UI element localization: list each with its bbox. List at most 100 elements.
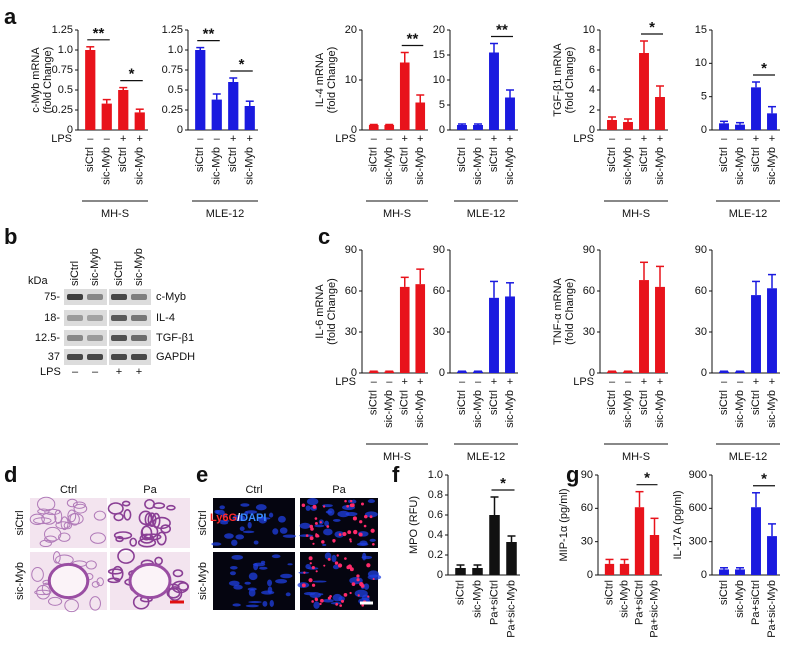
x-tick-label: siCtrl xyxy=(194,147,206,172)
x-tick-label: siCtrl xyxy=(718,580,730,605)
dapi-signal xyxy=(269,599,274,607)
tissue-alveolus xyxy=(55,521,71,530)
lps-mark: – xyxy=(721,133,728,145)
ly6g-signal xyxy=(314,597,319,602)
tissue-alveolus xyxy=(107,577,121,584)
y-tick-label: 90 xyxy=(695,244,707,256)
y-tick-label: 90 xyxy=(581,469,593,481)
y-tick-label: 10 xyxy=(345,74,357,86)
lps-mark: + xyxy=(491,133,497,145)
micrograph xyxy=(300,498,378,548)
lps-mark: + xyxy=(753,376,759,388)
stain-dapi: DAPI xyxy=(240,512,266,524)
significance-label: * xyxy=(761,60,767,77)
bar xyxy=(506,542,517,575)
lps-mark: – xyxy=(197,133,204,145)
blot-lps-mark: – xyxy=(92,366,99,378)
dapi-signal xyxy=(231,539,238,546)
lps-mark: – xyxy=(625,376,632,388)
dapi-signal xyxy=(240,503,250,507)
image-column-label: Ctrl xyxy=(245,484,262,496)
tissue-alveolus xyxy=(123,508,132,521)
x-tick-label: Pa+siCtrl xyxy=(633,580,645,625)
dapi-signal xyxy=(253,540,259,545)
bar xyxy=(489,52,499,130)
tissue-airway xyxy=(47,562,90,600)
tissue-alveolus xyxy=(85,560,97,570)
blot-lps-mark: + xyxy=(136,366,142,378)
ly6g-signal xyxy=(343,593,348,597)
bar xyxy=(134,112,145,130)
tissue-alveolus xyxy=(41,512,57,525)
tissue-alveolus xyxy=(172,569,184,578)
bar xyxy=(101,103,112,130)
dapi-signal xyxy=(325,510,333,514)
tissue-alveolus xyxy=(89,532,106,544)
significance-label: * xyxy=(239,56,245,73)
blot-lane-label: siCtrl xyxy=(69,261,81,286)
x-tick-label: sic-Myb xyxy=(414,147,426,185)
image-row-label: sic-Myb xyxy=(14,562,26,600)
lps-mark: – xyxy=(737,133,744,145)
dapi-signal xyxy=(285,592,291,597)
blot-strip xyxy=(109,310,151,326)
blot-band xyxy=(111,294,127,300)
y-tick-label: 0.25 xyxy=(52,104,73,116)
blot-lane-label: sic-Myb xyxy=(133,248,145,286)
panel-letter: b xyxy=(4,224,17,249)
ly6g-signal xyxy=(315,570,318,573)
x-tick-label: siCtrl xyxy=(603,580,615,605)
dapi-signal xyxy=(215,509,225,515)
y-tick-label: 15 xyxy=(695,24,707,36)
panel-letter: g xyxy=(566,462,579,487)
blot-lps-mark: – xyxy=(72,366,79,378)
lps-mark: + xyxy=(641,133,647,145)
blot-band xyxy=(87,294,103,300)
blot-band xyxy=(67,335,83,341)
blot-band xyxy=(67,294,83,300)
y-tick-label: 0 xyxy=(589,124,595,136)
tissue-alveolus xyxy=(138,510,153,526)
bar xyxy=(735,569,745,575)
bar xyxy=(211,99,222,130)
ly6g-signal xyxy=(334,561,339,565)
lps-mark: + xyxy=(657,376,663,388)
lps-mark: – xyxy=(609,133,616,145)
x-tick-label: sic-Myb xyxy=(134,147,146,185)
dapi-signal xyxy=(245,604,259,608)
ly6g-signal xyxy=(347,530,352,535)
ly6g-signal xyxy=(358,532,363,537)
tissue-alveolus xyxy=(67,509,77,523)
tissue-alveolus xyxy=(44,526,62,542)
dapi-signal xyxy=(271,554,281,559)
blot-strip xyxy=(64,349,107,365)
blot-strip xyxy=(64,310,107,326)
bar xyxy=(505,296,515,373)
dapi-signal xyxy=(280,573,293,579)
ly6g-signal xyxy=(340,599,345,603)
bar xyxy=(639,53,649,130)
y-tick-label: 0.5 xyxy=(168,84,183,96)
ly6g-signal xyxy=(346,504,350,508)
lps-mark: + xyxy=(120,133,126,145)
x-tick-label: sic-Myb xyxy=(472,147,484,185)
lps-mark: – xyxy=(475,376,482,388)
y-tick-label: 600 xyxy=(689,502,707,514)
dapi-signal xyxy=(239,526,245,532)
ly6g-signal xyxy=(312,542,315,545)
tissue-alveolus xyxy=(93,510,107,521)
blot-band xyxy=(67,315,83,321)
lps-mark: – xyxy=(609,376,616,388)
x-tick-label: siCtrl xyxy=(488,147,500,172)
ly6g-signal xyxy=(309,536,314,541)
y-tick-label: 0 xyxy=(701,124,707,136)
y-tick-label: 0 xyxy=(701,367,707,379)
tissue-alveolus xyxy=(141,524,159,539)
tissue-alveolus xyxy=(31,566,44,582)
ly6g-signal xyxy=(311,583,316,587)
x-tick-label: sic-Myb xyxy=(622,390,634,428)
group-label: MH-S xyxy=(101,208,129,220)
bar xyxy=(719,123,729,130)
ly6g-signal xyxy=(322,505,326,508)
tissue-alveolus xyxy=(36,584,51,600)
